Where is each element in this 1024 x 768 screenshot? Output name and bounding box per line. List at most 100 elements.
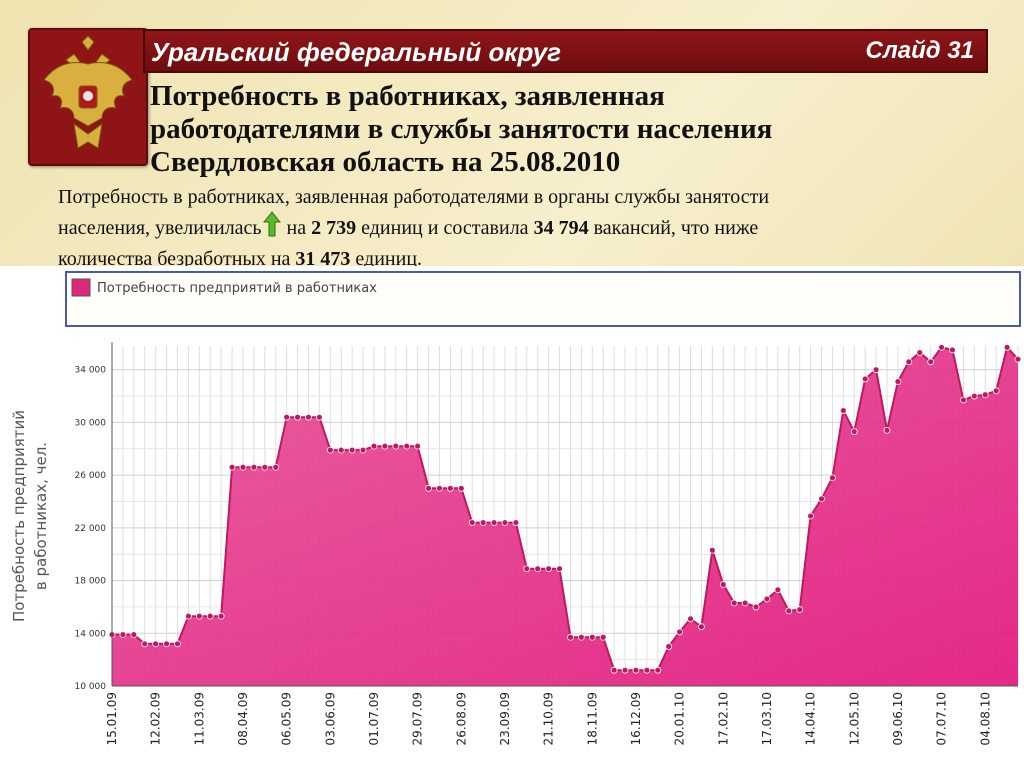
data-point [261,463,269,471]
data-point [457,484,465,492]
data-point [436,484,443,492]
y-tick-label: 26 000 [75,471,107,481]
y-axis-title: в работниках, чел. [32,442,50,590]
data-point [392,442,400,450]
data-point [916,349,924,356]
data-point [981,391,989,399]
demand-chart: Потребность предприятий в работниках 10 0… [10,271,1022,745]
green-up-arrow-icon [262,211,281,245]
data-point [217,612,225,620]
data-point [927,358,935,366]
data-point [752,603,760,611]
data-point [523,565,531,573]
data-point [883,426,891,434]
data-point [708,546,716,554]
x-tick-label: 21.10.09 [542,692,556,745]
data-point [479,519,487,526]
data-point [348,446,356,454]
data-point [861,375,869,383]
data-point [163,640,170,648]
data-point [610,666,618,674]
data-point [250,463,258,471]
y-tick-label: 14 000 [75,629,107,639]
x-tick-label: 17.02.10 [716,692,730,745]
russian-coat-of-arms-icon [43,35,133,149]
data-point [654,666,662,674]
data-point [698,623,705,631]
x-tick-label: 01.07.09 [367,692,381,745]
data-point [294,413,301,421]
data-point [272,463,280,471]
data-point [730,599,738,607]
page-title-line: Потребность в работниках, заявленная [150,80,665,112]
data-point [872,366,880,374]
data-point [468,519,476,526]
legend-swatch [71,278,91,297]
data-point [949,346,956,354]
x-tick-label: 29.07.09 [411,692,425,745]
data-point [785,607,793,615]
data-point [992,387,1000,395]
data-point [315,413,323,421]
data-point [119,631,127,639]
data-point [370,442,378,450]
summary-text: на [281,217,312,239]
y-axis-title: Потребность предприятий [10,410,28,622]
data-point [545,565,553,573]
data-point [228,463,236,471]
x-tick-label: 06.05.09 [280,692,294,745]
data-point [152,640,160,648]
data-point [283,413,291,421]
increase-value: 2 739 [311,217,357,239]
x-tick-label: 26.08.09 [454,692,468,745]
page-title-line: Свердловская область на 25.08.2010 [150,146,621,178]
data-point [687,615,694,623]
y-tick-label: 22 000 [75,524,107,534]
title-banner: Уральский федеральный округ Слайд 31 [143,29,988,73]
x-tick-label: 03.06.09 [323,692,337,745]
page-title: Потребность в работниках, заявленная раб… [150,80,1010,179]
data-point [741,599,749,607]
x-tick-label: 07.07.10 [935,692,949,745]
data-point [185,612,192,620]
summary-text: единиц. [350,248,423,270]
data-point [894,378,902,385]
data-point [719,581,727,588]
data-point [818,495,825,503]
x-tick-label: 09.06.10 [891,692,905,745]
data-point [850,428,858,436]
data-point [599,633,607,641]
data-point [839,407,847,414]
data-point [829,474,836,482]
data-point [305,413,312,421]
data-point [567,633,574,641]
data-point [796,606,804,613]
x-tick-label: 18.11.09 [585,692,599,745]
x-tick-label: 11.03.09 [192,692,206,745]
data-point [195,612,203,620]
data-point [774,586,782,594]
y-tick-label: 30 000 [75,418,107,428]
x-tick-label: 04.08.10 [978,692,992,745]
data-point [512,519,520,526]
x-tick-label: 20.01.10 [673,692,687,745]
data-point [337,446,345,454]
data-point [414,442,422,450]
data-point [403,442,411,450]
chart-panel: Потребность предприятий в работниках 10 0… [0,266,1024,768]
data-point [206,612,214,620]
x-tick-label: 17.03.10 [760,692,774,745]
y-tick-label: 10 000 [75,682,107,692]
data-point [141,640,149,648]
data-point [1014,355,1022,363]
summary-line: количества безработных на 31 473 единиц. [58,245,1008,273]
data-point [556,565,563,573]
x-tick-label: 08.04.09 [236,692,250,745]
data-point [130,631,138,639]
y-tick-label: 18 000 [75,577,107,587]
legend-box [65,271,1021,327]
summary-text: вакансий, что ниже [588,217,759,239]
data-point [763,595,771,603]
x-tick-label: 23.09.09 [498,692,512,745]
x-tick-label: 15.01.09 [105,692,119,745]
